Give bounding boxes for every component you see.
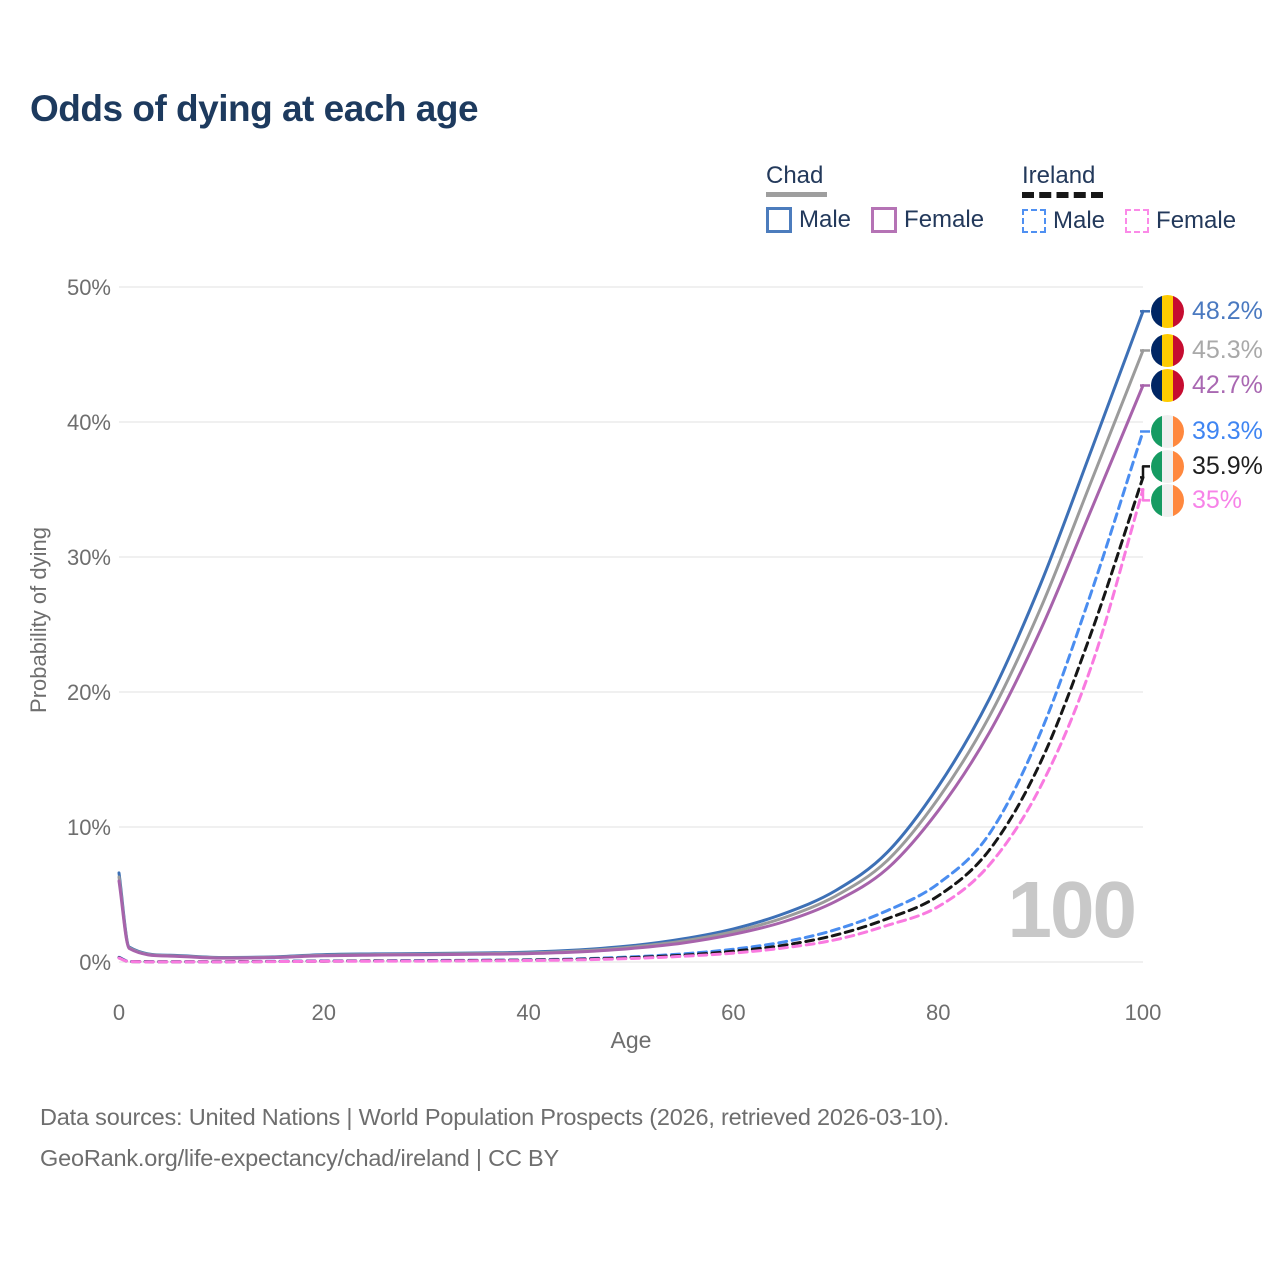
ireland-flag-icon: [1151, 449, 1184, 483]
series-line-ireland-both-sexes: [117, 475, 1145, 964]
chad-flag-icon: [1151, 294, 1184, 328]
y-tick-label: 0%: [79, 950, 111, 975]
end-value-label: 39.3%: [1192, 416, 1263, 445]
chad-flag-icon: [1151, 369, 1184, 403]
end-value-label: 45.3%: [1192, 335, 1263, 364]
x-tick-label: 20: [312, 1000, 336, 1025]
legend-item-label: Male: [1053, 207, 1106, 234]
end-label-row-ireland-male: 39.3%: [1151, 414, 1263, 448]
age-counter-watermark: 100: [1007, 865, 1137, 954]
legend-underline-chad-solid-line: [766, 192, 827, 197]
x-tick-label: 80: [926, 1000, 950, 1025]
chad-flag-icon: [1151, 333, 1184, 367]
label-connector-ireland-both-sexes: [1140, 465, 1150, 479]
data-sources-text: Data sources: United Nations | World Pop…: [40, 1104, 950, 1130]
x-axis-label: Age: [611, 1027, 652, 1053]
legend-country-ireland: Ireland: [1022, 162, 1096, 189]
x-tick-label: 0: [113, 1000, 125, 1025]
label-connector-ireland-female: [1140, 488, 1150, 502]
ireland-male-swatch-icon: [1022, 209, 1046, 233]
legend-item-label: Female: [1156, 207, 1237, 234]
end-label-row-chad-male: 48.2%: [1151, 294, 1263, 328]
y-tick-label: 10%: [67, 815, 111, 840]
y-axis-label: Probability of dying: [26, 527, 51, 713]
chad-male-swatch-icon: [766, 207, 792, 233]
chad-female-swatch-icon: [871, 207, 898, 233]
legend-underline-ireland-dashed-line: [1022, 192, 1103, 198]
end-label-row-ireland-female: 35%: [1151, 483, 1242, 517]
x-tick-label: 100: [1125, 1000, 1162, 1025]
series-lines: [117, 309, 1145, 964]
end-label-row-chad-female: 42.7%: [1151, 369, 1263, 403]
end-label-row-ireland-both-sexes: 35.9%: [1151, 449, 1263, 483]
ireland-flag-icon: [1151, 483, 1184, 517]
footer: Data sources: United Nations | World Pop…: [40, 1097, 949, 1179]
legend-group-chad: Chad Male Female: [766, 162, 984, 234]
label-connectors: [1140, 310, 1150, 502]
y-tick-label: 50%: [67, 275, 111, 300]
legend-item-label: Female: [904, 206, 985, 233]
attribution-text: GeoRank.org/life-expectancy/chad/ireland…: [40, 1145, 559, 1171]
x-tick-label: 40: [516, 1000, 540, 1025]
legend-item-ireland-female[interactable]: Female: [1125, 207, 1236, 235]
y-tick-label: 20%: [67, 680, 111, 705]
end-label-row-chad-both-sexes: 45.3%: [1151, 333, 1263, 367]
end-value-label: 42.7%: [1192, 371, 1263, 400]
y-tick-label: 40%: [67, 410, 111, 435]
legend-item-ireland-male[interactable]: Male: [1022, 207, 1105, 235]
x-tick-label: 60: [721, 1000, 745, 1025]
gridlines: [119, 286, 1143, 963]
ireland-flag-icon: [1151, 414, 1184, 448]
legend-item-label: Male: [799, 206, 852, 233]
ireland-female-swatch-icon: [1125, 209, 1150, 233]
legend-item-chad-female[interactable]: Female: [871, 206, 984, 234]
legend-country-chad: Chad: [766, 162, 824, 189]
series-line-ireland-female: [117, 488, 1145, 964]
end-value-label: 35.9%: [1192, 451, 1263, 480]
legend-group-ireland: Ireland Male Female: [1022, 162, 1236, 235]
legend-item-chad-male[interactable]: Male: [766, 206, 851, 234]
end-value-label: 35%: [1192, 485, 1243, 514]
page-title: Odds of dying at each age: [30, 88, 479, 129]
y-tick-label: 30%: [67, 545, 111, 570]
axis-ticks: 0% 10% 20% 30% 40% 50% 0 20 40 60 80 100: [67, 275, 1161, 1025]
series-line-chad-female: [117, 384, 1145, 960]
end-value-label: 48.2%: [1192, 296, 1263, 325]
series-line-chad-male: [117, 309, 1145, 959]
